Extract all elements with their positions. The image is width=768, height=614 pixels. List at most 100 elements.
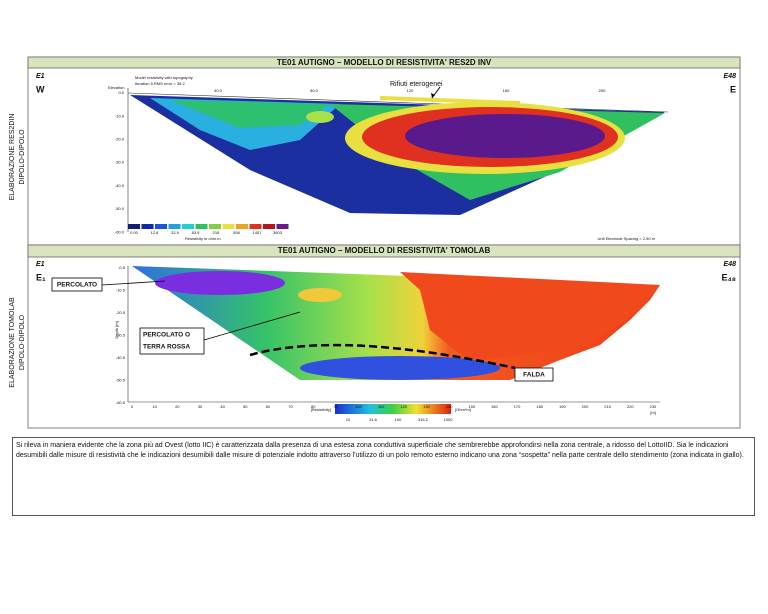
- x-tick-label: 80.0: [310, 88, 319, 93]
- scale-label: 10: [346, 417, 351, 422]
- x-tick-label: 160: [491, 404, 498, 409]
- direction: E₄₈: [721, 272, 736, 282]
- x-tick-label: 40.0: [214, 88, 223, 93]
- scale-swatch: [168, 224, 181, 229]
- x-tick-label: 200: [599, 88, 606, 93]
- axis-title: Depth [m]: [114, 321, 119, 338]
- side-label: ELABORAZIONE TOMOLAB: [9, 297, 16, 388]
- scale-label: 1407: [253, 230, 263, 235]
- y-tick-label: -20.5: [116, 310, 126, 315]
- scale-label: 100: [395, 417, 402, 422]
- x-tick-label: 130: [423, 404, 430, 409]
- callout: FALDA: [523, 372, 545, 379]
- x-tick-label: 50: [243, 404, 248, 409]
- scale-title: Resistivity in ohm.m: [185, 236, 221, 241]
- y-tick-label: 0.0: [118, 90, 124, 95]
- x-tick-label: 80: [311, 404, 316, 409]
- electrode: E1: [36, 261, 45, 268]
- x-tick-label: 90: [334, 404, 339, 409]
- x-tick-label: 190: [559, 404, 566, 409]
- y-tick-label: -20.0: [115, 136, 125, 141]
- x-tick-label: 210: [604, 404, 611, 409]
- x-tick-label: 0: [131, 404, 134, 409]
- x-tick-label: 200: [582, 404, 589, 409]
- y-tick-label: -0.5: [118, 265, 126, 270]
- direction: E₁: [36, 272, 46, 282]
- section-title: TE01 AUTIGNO – MODELLO DI RESISTIVITA' R…: [277, 58, 492, 67]
- x-tick-label: 20: [175, 404, 180, 409]
- scale-label: 216: [213, 230, 220, 235]
- x-tick-label: 110: [378, 404, 385, 409]
- y-tick-label: -30.0: [115, 160, 125, 165]
- scale-label: 1000: [444, 417, 454, 422]
- plot-header: Iteration 5 RMS error = 38.2: [135, 81, 185, 86]
- x-tick-label: 150: [468, 404, 475, 409]
- y-tick-label: -10.0: [115, 113, 125, 118]
- callout: TERRA ROSSA: [143, 344, 190, 351]
- scale-swatch: [182, 224, 194, 229]
- section-title: TE01 AUTIGNO – MODELLO DI RESISTIVITA' T…: [278, 246, 491, 255]
- x-tick-label: 120: [400, 404, 407, 409]
- direction: E: [730, 84, 736, 94]
- res2d-section: [127, 86, 669, 232]
- x-tick-label: 60: [266, 404, 271, 409]
- annotation: Rifiuti eterogenei: [390, 81, 443, 88]
- x-tick-label: 180: [536, 404, 543, 409]
- x-tick-label: 160: [503, 88, 510, 93]
- electrode: E1: [36, 73, 45, 80]
- scale-label: 3603: [273, 230, 283, 235]
- scale-swatch: [263, 224, 275, 229]
- spacing-note: Unit Electrode Spacing = 2.50 m: [598, 236, 656, 241]
- x-tick-label: 10: [152, 404, 157, 409]
- scale-label: 0.00: [130, 230, 139, 235]
- y-tick-label: -10.5: [116, 288, 126, 293]
- x-tick-label: 230: [650, 404, 657, 409]
- callout: PERCOLATO: [57, 282, 97, 289]
- scale-swatch: [249, 224, 262, 229]
- side-label: ELABORAZIONE RES2DIN: [9, 114, 16, 201]
- note: Si rileva in maniera evidente che la zon…: [12, 437, 755, 516]
- x-tick-label: 70: [288, 404, 293, 409]
- scale-swatch: [276, 224, 289, 229]
- electrode: E48: [724, 261, 737, 268]
- y-tick-label: -50.0: [115, 206, 125, 211]
- axis-unit: [m]: [650, 410, 656, 415]
- scale-swatch: [141, 224, 154, 229]
- x-tick-label: 40: [220, 404, 225, 409]
- scale-label: 31.6: [369, 417, 378, 422]
- y-tick-label: -60.5: [116, 400, 126, 405]
- header-bar: [27, 244, 741, 258]
- header-bar: [27, 56, 741, 69]
- x-tick-label: 140: [446, 404, 453, 409]
- scale-label: 83.9: [192, 230, 201, 235]
- y-tick-label: -60.0: [115, 229, 125, 234]
- x-tick-label: 220: [627, 404, 634, 409]
- scale-swatch: [195, 224, 208, 229]
- scale-swatch: [128, 224, 140, 229]
- side-label: DIPOLO-DIPOLO: [19, 314, 26, 370]
- tomolab-section: [51, 266, 660, 414]
- scale-title: [Resistivity]: [311, 407, 331, 412]
- y-tick-label: -50.5: [116, 378, 126, 383]
- scale-label: 12.8: [151, 230, 160, 235]
- scale-label: 316.2: [418, 417, 429, 422]
- x-tick-label: 120: [407, 88, 414, 93]
- y-tick-label: -40.0: [115, 183, 125, 188]
- scale-swatch: [222, 224, 235, 229]
- x-tick-label: 170: [514, 404, 521, 409]
- scale-swatch: [209, 224, 221, 229]
- x-tick-label: 100: [355, 404, 362, 409]
- side-label: DIPOLO-DIPOLO: [19, 129, 26, 185]
- x-tick-label: 30: [198, 404, 203, 409]
- scale-label: 32.9: [171, 230, 180, 235]
- scale-label: 556: [233, 230, 240, 235]
- scale-unit: [Ohm*m]: [455, 407, 471, 412]
- y-tick-label: -40.5: [116, 355, 126, 360]
- scale-swatch: [236, 224, 248, 229]
- plot-header: Model resistivity with topography: [135, 75, 193, 80]
- electrode: E48: [724, 73, 737, 80]
- callout: PERCOLATO O: [143, 332, 190, 339]
- axis-title: Elevation: [108, 85, 124, 90]
